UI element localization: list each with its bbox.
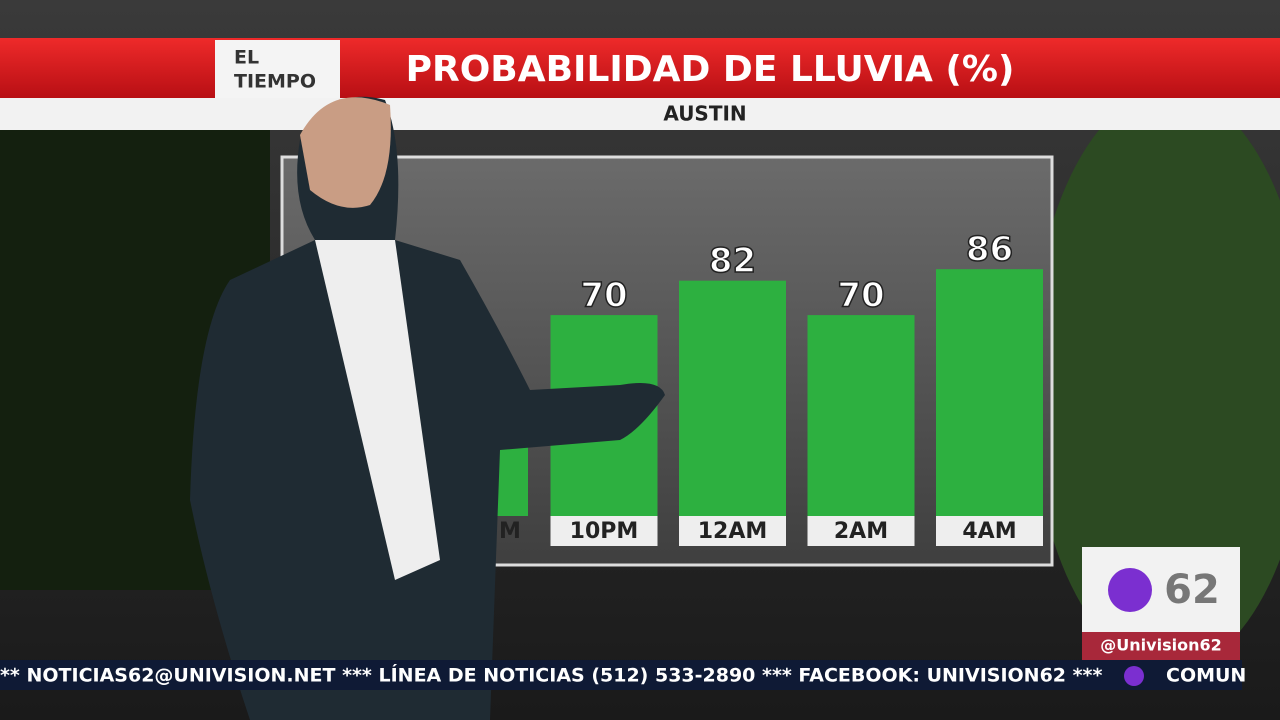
chart-subtitle: AUSTIN (663, 102, 746, 126)
logo-mark (1108, 568, 1152, 612)
presenter (190, 96, 665, 720)
bar (807, 315, 915, 516)
x-tick-label: 12AM (698, 519, 768, 544)
presenter-shirt (315, 240, 440, 580)
ticker-text: COMUN (1166, 665, 1246, 687)
chart-title: PROBABILIDAD DE LLUVIA (%) (406, 49, 1015, 90)
bar (936, 269, 1043, 516)
title-banner (0, 38, 1280, 98)
label-box (936, 516, 1043, 546)
presenter-face (300, 97, 391, 208)
x-tick-label: 10PM (570, 519, 639, 544)
ticker-bar (0, 660, 1242, 690)
x-tick-label: M (499, 519, 521, 544)
bar (679, 280, 786, 516)
brand-box (215, 40, 340, 98)
logo-handle-box (1082, 632, 1240, 660)
value-label: 86 (966, 230, 1013, 270)
value-label: 82 (709, 241, 756, 281)
label-box (679, 516, 786, 546)
brand-line: EL (234, 47, 259, 69)
logo-number: 62 (1164, 567, 1220, 613)
x-tick-label: 4AM (962, 519, 1016, 544)
brand-line: TIEMPO (234, 71, 316, 93)
label-box (807, 516, 915, 546)
value-label: 70 (837, 276, 884, 316)
x-tick-label: 2AM (834, 519, 888, 544)
ticker-logo (1124, 666, 1144, 686)
logo-handle: @Univision62 (1100, 636, 1221, 655)
label-box (550, 516, 658, 546)
value-label: 70 (580, 276, 627, 316)
trees-right (1030, 90, 1280, 670)
subtitle-strip (0, 98, 1280, 130)
ticker-text: ** NOTICIAS62@UNIVISION.NET *** LÍNEA DE… (0, 664, 1102, 687)
